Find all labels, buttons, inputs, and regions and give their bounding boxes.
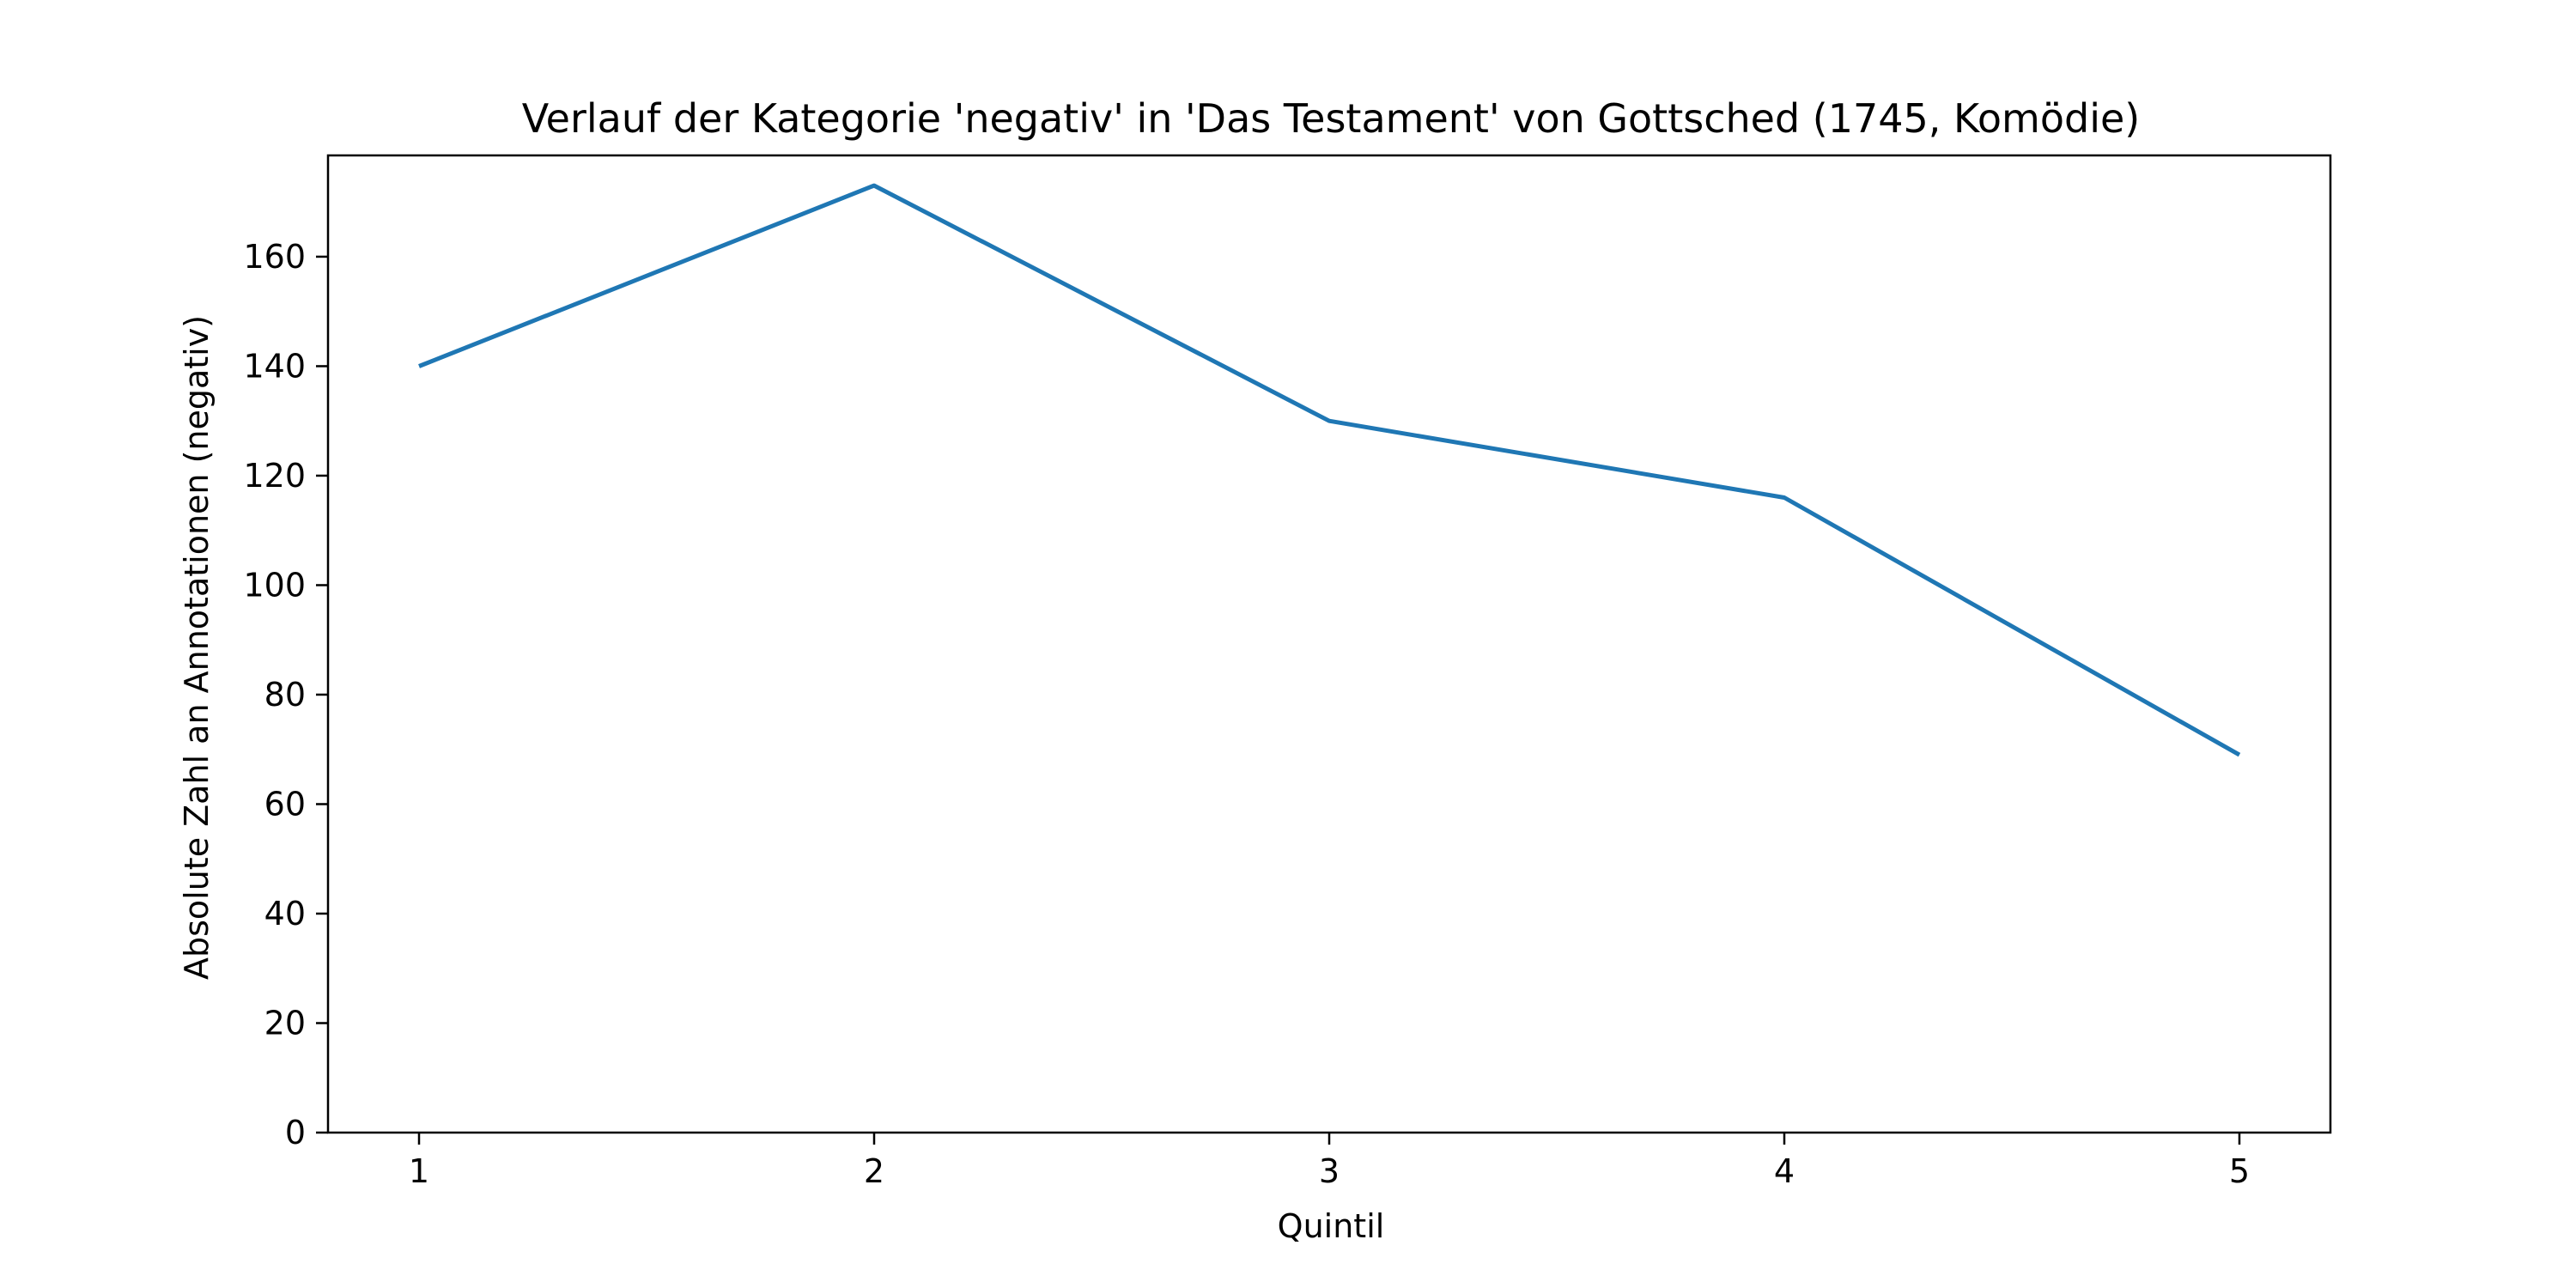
x-axis-label: Quintil — [1278, 1207, 1385, 1245]
chart-title: Verlauf der Kategorie 'negativ' in 'Das … — [522, 95, 2140, 142]
x-tick-label: 2 — [864, 1152, 884, 1190]
y-tick-label: 120 — [243, 457, 306, 495]
y-tick-label: 80 — [264, 676, 306, 714]
y-axis-label: Absolute Zahl an Annotationen (negativ) — [178, 315, 216, 980]
y-tick-label: 100 — [243, 566, 306, 604]
x-tick-label: 4 — [1774, 1152, 1795, 1190]
y-tick-label: 140 — [243, 347, 306, 385]
x-tick-label: 5 — [2229, 1152, 2250, 1190]
series-line-1 — [418, 183, 2241, 757]
y-tick-label: 0 — [285, 1114, 306, 1151]
y-tick-label: 60 — [264, 785, 306, 823]
plot-frame — [326, 154, 2332, 1134]
plot-area — [326, 154, 2332, 1134]
y-tick-label: 160 — [243, 238, 306, 276]
y-axis-ticks: 0 20 40 60 80 100 120 140 160 — [243, 238, 328, 1151]
x-tick-label: 3 — [1319, 1152, 1340, 1190]
x-axis-ticks: 1 2 3 4 5 — [409, 1133, 2250, 1190]
y-tick-label: 40 — [264, 895, 306, 933]
y-tick-label: 20 — [264, 1004, 306, 1042]
x-tick-label: 1 — [409, 1152, 429, 1190]
